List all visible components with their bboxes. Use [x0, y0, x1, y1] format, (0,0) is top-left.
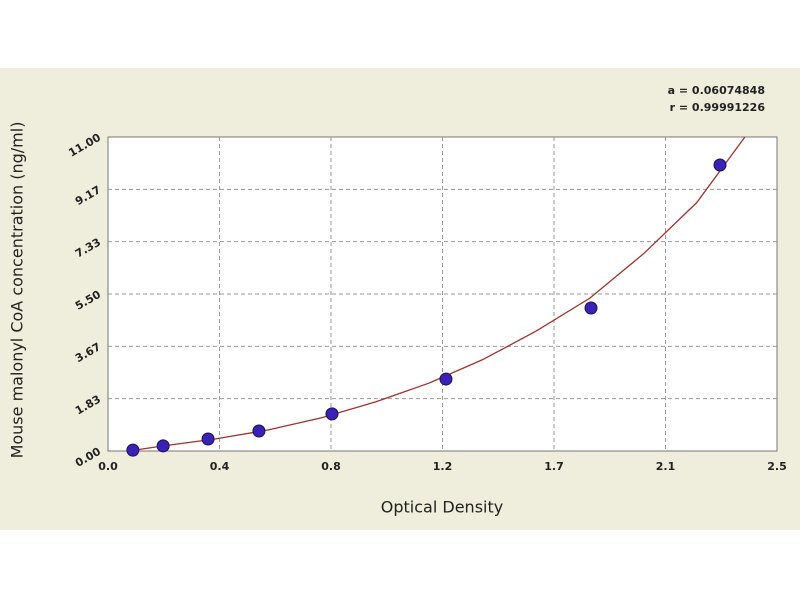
x-tick-label: 0.8 — [321, 460, 341, 473]
x-axis-label: Optical Density — [381, 498, 503, 517]
fit-curve — [134, 136, 746, 451]
annotation: a = 0.06074848 — [668, 84, 765, 97]
data-point — [252, 424, 266, 438]
data-point — [126, 443, 140, 457]
y-axis-label: Mouse malonyl CoA concentration (ng/ml) — [8, 122, 27, 459]
x-tick-label: 0.4 — [210, 460, 230, 473]
x-tick-label: 1.7 — [544, 460, 564, 473]
data-point — [325, 407, 339, 421]
data-point — [201, 432, 215, 446]
data-point — [439, 372, 453, 386]
annotation: r = 0.99991226 — [670, 101, 766, 114]
data-point — [713, 158, 727, 172]
x-tick-label: 2.1 — [656, 460, 676, 473]
data-point — [156, 439, 170, 453]
x-tick-label: 0.0 — [98, 460, 118, 473]
x-tick-label: 1.2 — [433, 460, 453, 473]
data-point — [584, 301, 598, 315]
x-tick-label: 2.5 — [767, 460, 787, 473]
